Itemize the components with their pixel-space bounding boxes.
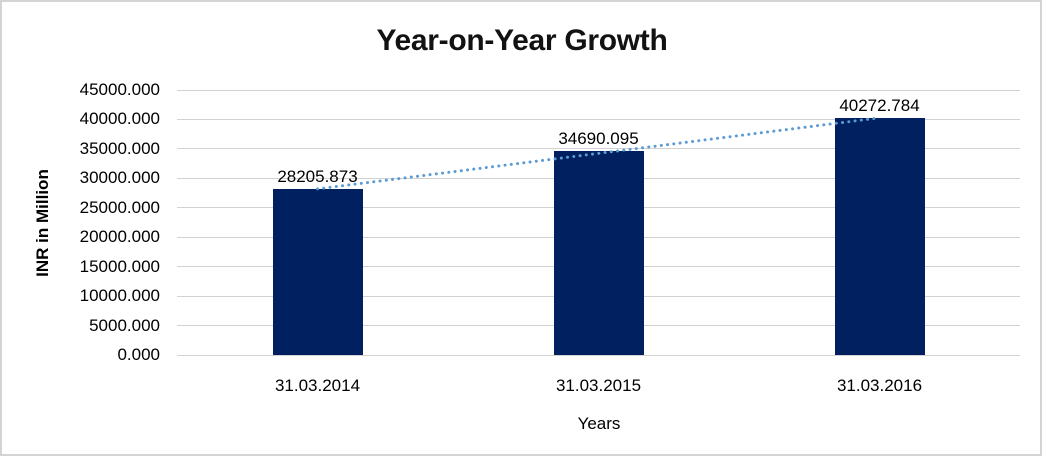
bar-data-label: 34690.095 xyxy=(558,128,639,148)
gridline xyxy=(177,89,1020,91)
y-tick-label: 45000.000 xyxy=(79,80,160,99)
y-tick-label: 10000.000 xyxy=(79,286,160,306)
bar-data-label: 40272.784 xyxy=(839,95,920,115)
bar-data-label: 28205.873 xyxy=(277,166,358,186)
y-tick-label: 5000.000 xyxy=(89,315,160,335)
bar xyxy=(272,188,363,355)
bar xyxy=(553,150,644,355)
y-tick-label: 15000.000 xyxy=(79,256,160,276)
y-tick-label: 0.000 xyxy=(117,345,160,364)
gridline xyxy=(177,354,1020,356)
bar xyxy=(834,117,925,355)
chart-title: Year-on-Year Growth xyxy=(376,24,668,57)
x-tick-label: 31.03.2015 xyxy=(555,376,642,395)
y-tick-label: 35000.000 xyxy=(79,138,160,158)
x-tick-label: 31.03.2016 xyxy=(836,376,923,395)
y-tick-label: 30000.000 xyxy=(79,168,160,188)
y-tick-label: 40000.000 xyxy=(79,109,160,129)
y-tick-label: 25000.000 xyxy=(79,197,160,217)
x-tick-label: 31.03.2014 xyxy=(274,376,361,395)
y-tick-label: 20000.000 xyxy=(79,227,160,247)
x-axis-title: Years xyxy=(577,414,621,433)
